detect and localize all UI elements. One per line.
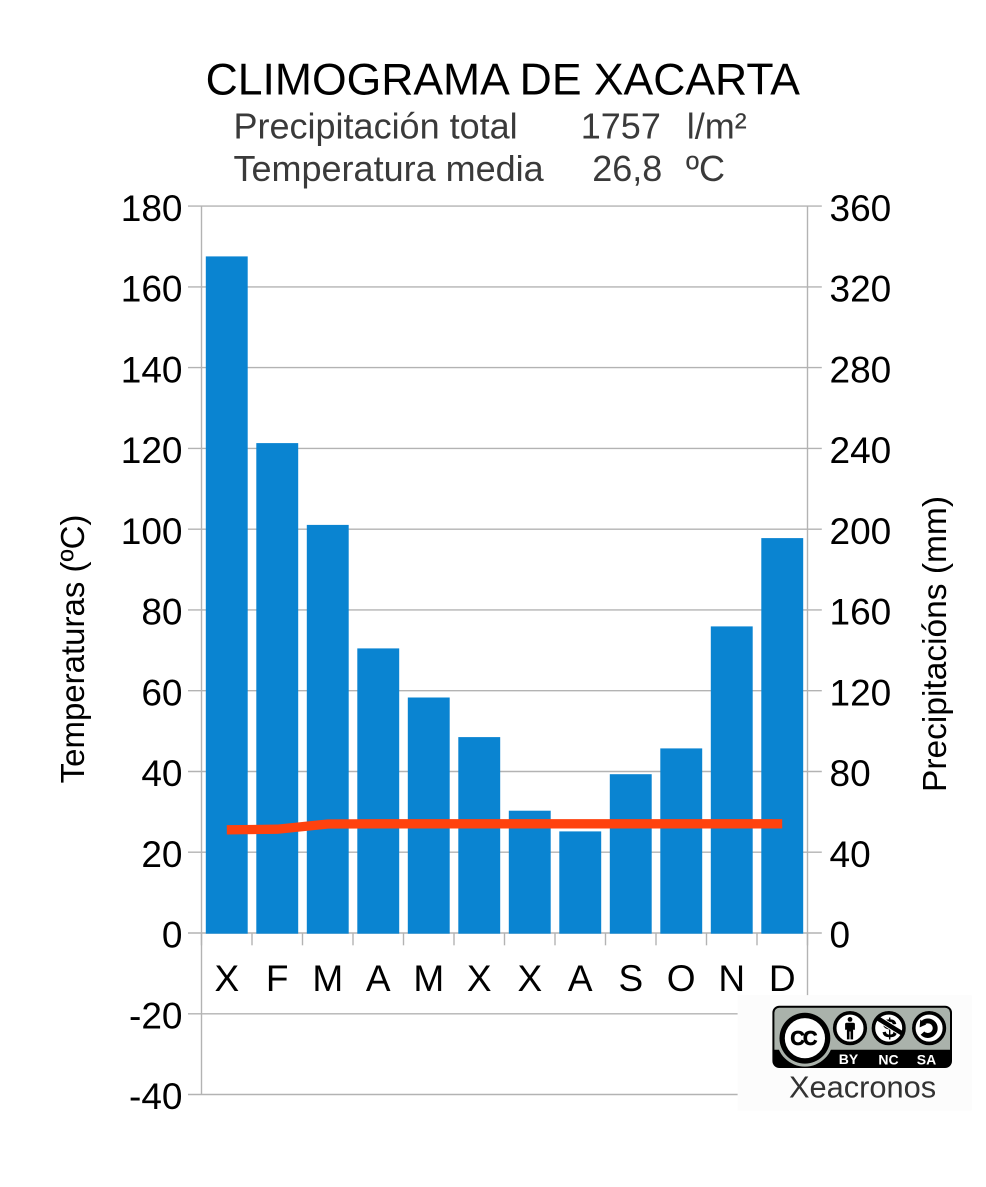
svg-text:160: 160 bbox=[830, 592, 892, 633]
svg-text:A: A bbox=[568, 958, 593, 999]
svg-text:40: 40 bbox=[141, 753, 182, 794]
svg-text:Temperaturas (ºC): Temperaturas (ºC) bbox=[54, 515, 91, 784]
svg-text:Xeacronos: Xeacronos bbox=[789, 1070, 936, 1105]
svg-text:X: X bbox=[214, 958, 239, 999]
svg-text:Precipitacións (mm): Precipitacións (mm) bbox=[917, 496, 954, 792]
svg-text:140: 140 bbox=[121, 349, 183, 390]
svg-text:CLIMOGRAMA DE XACARTA: CLIMOGRAMA DE XACARTA bbox=[206, 55, 801, 104]
svg-text:240: 240 bbox=[830, 430, 892, 471]
svg-text:100: 100 bbox=[121, 511, 183, 552]
svg-text:A: A bbox=[366, 958, 391, 999]
svg-text:BY: BY bbox=[839, 1051, 859, 1067]
svg-text:26,8: 26,8 bbox=[592, 148, 662, 189]
svg-text:D: D bbox=[769, 958, 796, 999]
svg-text:180: 180 bbox=[121, 188, 183, 229]
svg-text:0: 0 bbox=[162, 915, 183, 956]
svg-text:X: X bbox=[467, 958, 492, 999]
svg-text:Precipitación total: Precipitación total bbox=[234, 106, 518, 147]
svg-text:-40: -40 bbox=[129, 1076, 182, 1117]
svg-text:M: M bbox=[413, 958, 444, 999]
svg-text:80: 80 bbox=[141, 592, 182, 633]
svg-text:O: O bbox=[667, 958, 696, 999]
svg-text:80: 80 bbox=[830, 753, 871, 794]
svg-text:CC: CC bbox=[790, 1028, 817, 1050]
svg-text:120: 120 bbox=[830, 672, 892, 713]
svg-text:SA: SA bbox=[917, 1051, 936, 1067]
svg-text:40: 40 bbox=[830, 834, 871, 875]
svg-text:NC: NC bbox=[878, 1051, 898, 1067]
svg-text:160: 160 bbox=[121, 269, 183, 310]
svg-text:N: N bbox=[718, 958, 745, 999]
svg-text:280: 280 bbox=[830, 349, 892, 390]
svg-text:S: S bbox=[618, 958, 643, 999]
svg-text:20: 20 bbox=[141, 834, 182, 875]
svg-text:60: 60 bbox=[141, 672, 182, 713]
svg-text:X: X bbox=[517, 958, 542, 999]
svg-text:F: F bbox=[266, 958, 289, 999]
svg-text:ºC: ºC bbox=[686, 148, 725, 189]
svg-text:-20: -20 bbox=[129, 996, 182, 1037]
svg-text:320: 320 bbox=[830, 269, 892, 310]
svg-text:360: 360 bbox=[830, 188, 892, 229]
svg-text:M: M bbox=[312, 958, 343, 999]
svg-text:200: 200 bbox=[830, 511, 892, 552]
svg-text:0: 0 bbox=[830, 915, 851, 956]
svg-text:Temperatura media: Temperatura media bbox=[234, 148, 545, 189]
svg-text:120: 120 bbox=[121, 430, 183, 471]
svg-text:l/m²: l/m² bbox=[687, 106, 747, 147]
svg-text:1757: 1757 bbox=[581, 106, 661, 147]
